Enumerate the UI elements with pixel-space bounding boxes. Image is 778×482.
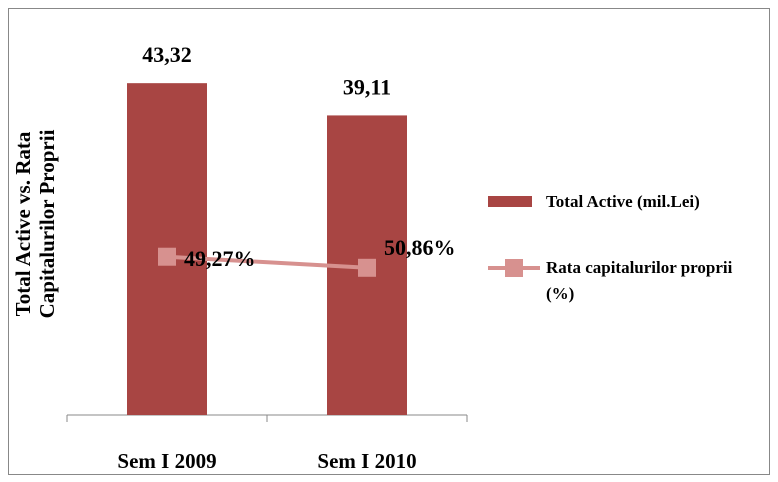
- data-label: 43,32: [142, 42, 192, 67]
- marker: [158, 247, 176, 266]
- frame: [8, 8, 770, 475]
- legend-marker: [505, 259, 523, 277]
- data-label: 39,11: [343, 74, 391, 99]
- x-tick-label: Sem I 2009: [117, 449, 216, 473]
- legend-label: Total Active (mil.Lei): [546, 192, 700, 211]
- data-label: 50,86%: [384, 235, 456, 260]
- y-axis-title: Total Active vs. Rata Capitalurilor Prop…: [11, 129, 59, 319]
- line: [166, 254, 368, 270]
- legend-swatch: [488, 196, 532, 207]
- data-label: 49,27%: [184, 246, 256, 271]
- marker: [358, 258, 376, 277]
- x-tick-label: Sem I 2010: [317, 449, 416, 473]
- legend-label: Rata capitalurilor proprii (%): [546, 258, 733, 303]
